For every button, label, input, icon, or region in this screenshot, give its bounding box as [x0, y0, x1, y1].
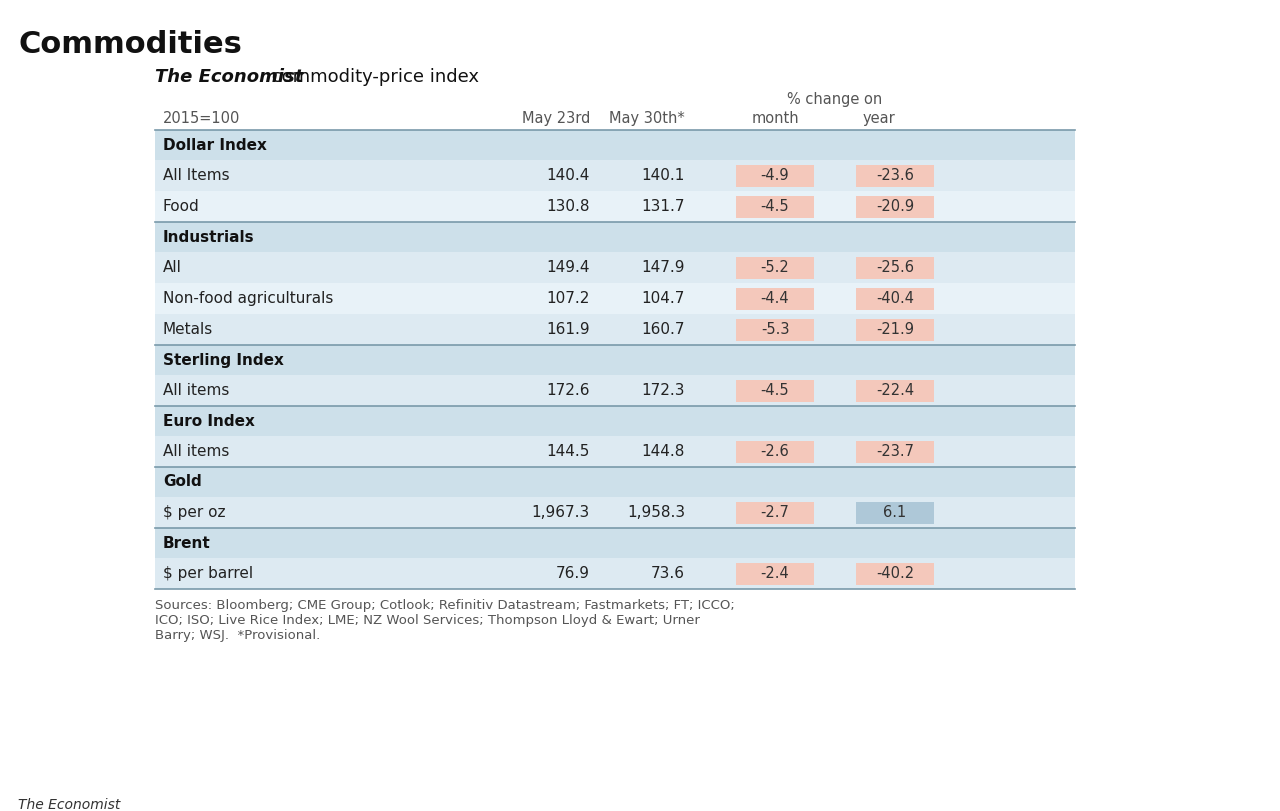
Text: -4.9: -4.9 — [760, 168, 790, 183]
Text: 131.7: 131.7 — [641, 199, 685, 214]
Bar — [736, 256, 814, 278]
Text: Brent: Brent — [163, 535, 211, 551]
Bar — [155, 191, 1075, 222]
Text: -40.4: -40.4 — [876, 291, 914, 306]
Text: -25.6: -25.6 — [876, 260, 914, 275]
Text: All items: All items — [163, 444, 229, 459]
Text: -4.4: -4.4 — [760, 291, 790, 306]
Text: Metals: Metals — [163, 322, 214, 337]
Text: The Economist: The Economist — [18, 798, 120, 811]
Text: 172.3: 172.3 — [641, 383, 685, 398]
Bar — [736, 288, 814, 310]
Text: May 30th*: May 30th* — [609, 111, 685, 126]
Text: -5.3: -5.3 — [760, 322, 790, 337]
Text: 76.9: 76.9 — [556, 566, 590, 581]
Text: All Items: All Items — [163, 168, 229, 183]
Text: 161.9: 161.9 — [547, 322, 590, 337]
Bar — [736, 195, 814, 217]
Text: -5.2: -5.2 — [760, 260, 790, 275]
Text: -40.2: -40.2 — [876, 566, 914, 581]
Text: Euro Index: Euro Index — [163, 414, 255, 428]
Text: All: All — [163, 260, 182, 275]
Bar — [155, 252, 1075, 283]
Bar — [155, 160, 1075, 191]
Bar — [155, 283, 1075, 314]
Text: -22.4: -22.4 — [876, 383, 914, 398]
Text: 107.2: 107.2 — [547, 291, 590, 306]
Bar — [155, 130, 1075, 160]
Text: 144.8: 144.8 — [641, 444, 685, 459]
Bar — [155, 345, 1075, 375]
Bar — [736, 440, 814, 462]
Bar — [736, 165, 814, 187]
Text: commodity-price index: commodity-price index — [266, 68, 479, 86]
Bar — [856, 288, 934, 310]
Text: All items: All items — [163, 383, 229, 398]
Text: 147.9: 147.9 — [641, 260, 685, 275]
Bar — [736, 380, 814, 401]
Bar — [856, 440, 934, 462]
Bar — [155, 222, 1075, 252]
Text: -23.7: -23.7 — [876, 444, 914, 459]
Bar — [856, 319, 934, 341]
Bar — [155, 375, 1075, 406]
Bar — [736, 563, 814, 585]
Bar — [155, 314, 1075, 345]
Text: Sources: Bloomberg; CME Group; Cotlook; Refinitiv Datastream; Fastmarkets; FT; I: Sources: Bloomberg; CME Group; Cotlook; … — [155, 599, 735, 642]
Text: 144.5: 144.5 — [547, 444, 590, 459]
Text: 149.4: 149.4 — [547, 260, 590, 275]
Text: 104.7: 104.7 — [641, 291, 685, 306]
Text: Commodities: Commodities — [18, 30, 242, 59]
Text: $ per barrel: $ per barrel — [163, 566, 253, 581]
Text: Non-food agriculturals: Non-food agriculturals — [163, 291, 333, 306]
Text: year: year — [863, 111, 895, 126]
Bar — [155, 406, 1075, 436]
Text: The Economist: The Economist — [155, 68, 303, 86]
Text: -23.6: -23.6 — [876, 168, 914, 183]
Text: -2.6: -2.6 — [760, 444, 790, 459]
Text: 6.1: 6.1 — [883, 505, 906, 520]
Text: -4.5: -4.5 — [760, 383, 790, 398]
Bar — [856, 380, 934, 401]
Bar — [155, 558, 1075, 589]
Text: -4.5: -4.5 — [760, 199, 790, 214]
Bar — [856, 195, 934, 217]
Text: -21.9: -21.9 — [876, 322, 914, 337]
Text: 1,967.3: 1,967.3 — [531, 505, 590, 520]
Text: 140.4: 140.4 — [547, 168, 590, 183]
Text: -2.7: -2.7 — [760, 505, 790, 520]
Text: -20.9: -20.9 — [876, 199, 914, 214]
Text: Sterling Index: Sterling Index — [163, 353, 284, 367]
Bar — [856, 165, 934, 187]
Bar — [856, 256, 934, 278]
Text: Dollar Index: Dollar Index — [163, 138, 266, 152]
Text: month: month — [751, 111, 799, 126]
Text: % change on: % change on — [787, 92, 883, 107]
Text: Gold: Gold — [163, 474, 202, 490]
Text: 2015=100: 2015=100 — [163, 111, 241, 126]
Text: 172.6: 172.6 — [547, 383, 590, 398]
Text: Industrials: Industrials — [163, 230, 255, 244]
Text: Food: Food — [163, 199, 200, 214]
Bar — [856, 501, 934, 523]
Text: May 23rd: May 23rd — [522, 111, 590, 126]
Bar — [155, 467, 1075, 497]
Bar — [736, 319, 814, 341]
Bar — [155, 436, 1075, 467]
Bar — [736, 501, 814, 523]
Text: 140.1: 140.1 — [641, 168, 685, 183]
Text: $ per oz: $ per oz — [163, 505, 225, 520]
Text: 160.7: 160.7 — [641, 322, 685, 337]
Bar — [155, 497, 1075, 528]
Text: 73.6: 73.6 — [652, 566, 685, 581]
Bar — [155, 528, 1075, 558]
Text: 1,958.3: 1,958.3 — [627, 505, 685, 520]
Text: -2.4: -2.4 — [760, 566, 790, 581]
Text: 130.8: 130.8 — [547, 199, 590, 214]
Bar — [856, 563, 934, 585]
